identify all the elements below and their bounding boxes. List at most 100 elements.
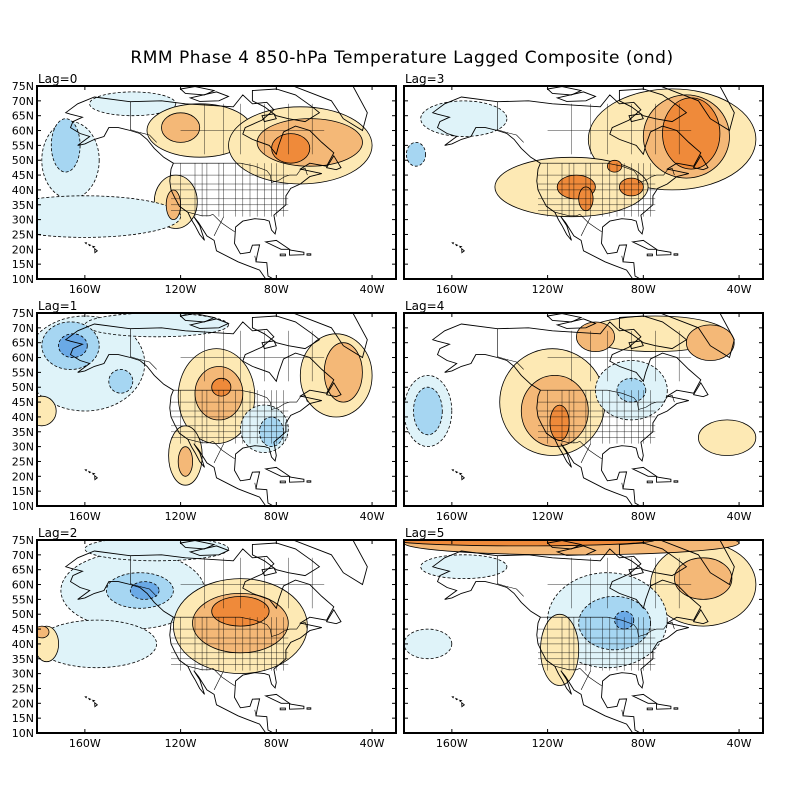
warm-anomaly-contour [211, 377, 232, 397]
island-coast [94, 474, 99, 481]
country-border [540, 616, 675, 637]
country-border [580, 670, 591, 691]
cool-anomaly-contour [108, 369, 134, 394]
lon-tick-label: 120W [532, 283, 564, 296]
warm-anomaly-contour [549, 404, 570, 442]
lon-tick-label: 40W [727, 283, 752, 296]
island-coast [306, 253, 312, 256]
island-coast [264, 466, 291, 477]
lat-tick-label: 30N [12, 214, 34, 227]
lon-tick-label: 160W [436, 510, 468, 523]
island-coast [92, 699, 96, 703]
lat-tick-label: 45N [12, 169, 34, 182]
political-borders [130, 101, 325, 262]
lat-tick-label: 50N [12, 381, 34, 394]
cool-anomaly-contour [50, 118, 81, 173]
lat-tick-label: 40N [12, 184, 34, 197]
country-border [540, 162, 675, 183]
lat-tick-label: 75N [12, 534, 34, 547]
lat-tick-label: 40N [12, 638, 34, 651]
island-coast [325, 608, 342, 625]
warm-anomaly-contour [685, 324, 735, 361]
lat-tick-label: 20N [12, 470, 34, 483]
island-coast [289, 703, 305, 710]
island-coast [658, 86, 735, 132]
cool-anomaly-contour [420, 100, 508, 137]
cool-anomaly-contour [89, 91, 177, 117]
lon-tick-label: 40W [360, 737, 385, 750]
lat-tick-label: 50N [12, 154, 34, 167]
lat-tick-label: 30N [12, 668, 34, 681]
island-coast [451, 469, 455, 472]
island-coast [455, 697, 459, 701]
island-coast [291, 540, 368, 586]
country-border [497, 129, 524, 143]
panel-frame [403, 85, 764, 280]
country-border [213, 443, 224, 464]
lon-tick-label: 120W [532, 737, 564, 750]
island-coast [459, 472, 463, 476]
island-coast [306, 480, 312, 483]
warm-anomaly-contour [161, 112, 201, 143]
lat-tick-label: 60N [12, 579, 34, 592]
country-border [497, 583, 524, 597]
lat-tick-label: 15N [12, 485, 34, 498]
island-coast [279, 480, 286, 484]
map-panel-2: Lag=3 160W 120W 80W 40W [403, 72, 764, 296]
island-coast [92, 245, 96, 249]
island-coast [461, 474, 466, 481]
coastlines [64, 540, 368, 733]
warm-anomaly-contour [271, 133, 311, 164]
island-coast [264, 693, 291, 704]
lon-tick-label: 80W [631, 283, 656, 296]
island-coast [631, 693, 658, 704]
political-borders [497, 101, 692, 262]
lon-tick-label: 120W [165, 283, 197, 296]
north-america-coast [64, 94, 335, 279]
lon-tick-label: 80W [264, 737, 289, 750]
lat-tick-label: 15N [12, 712, 34, 725]
political-borders [130, 328, 325, 489]
island-coast [289, 249, 305, 256]
coastlines [431, 540, 735, 733]
island-coast [631, 466, 658, 477]
lag-label: Lag=0 [38, 72, 77, 86]
country-border [621, 482, 624, 489]
lat-tick-label: 75N [12, 307, 34, 320]
island-coast [251, 315, 321, 350]
island-coast [94, 701, 99, 708]
island-coast [692, 381, 709, 398]
island-coast [628, 113, 644, 123]
country-border [497, 356, 524, 370]
island-coast [656, 249, 672, 256]
cool-anomaly-contour [420, 554, 508, 580]
country-border [254, 709, 257, 716]
anomaly-shading [37, 313, 373, 486]
lat-tick-label: 35N [12, 653, 34, 666]
island-coast [628, 340, 644, 350]
warm-anomaly-contour [177, 446, 193, 477]
panel-frame [36, 539, 397, 734]
lat-tick-label: 25N [12, 228, 34, 241]
island-coast [88, 697, 92, 701]
island-coast [646, 707, 653, 711]
lon-tick-label: 120W [165, 510, 197, 523]
coastlines [431, 86, 735, 279]
warm-anomaly-contour [662, 97, 721, 170]
map-panel-6: Lag=5 160W 120W 80W 40W [403, 526, 764, 750]
country-border [130, 356, 157, 370]
island-coast [84, 242, 88, 245]
political-borders [497, 555, 692, 716]
island-coast [325, 381, 342, 398]
island-coast [461, 247, 466, 254]
cool-anomaly-contour [37, 619, 157, 669]
country-border [621, 255, 624, 262]
lat-tick-label: 65N [12, 564, 34, 577]
lag-label: Lag=5 [405, 526, 444, 540]
island-coast [188, 545, 230, 556]
island-coast [261, 567, 277, 577]
country-border [621, 709, 624, 716]
island-coast [325, 154, 342, 171]
